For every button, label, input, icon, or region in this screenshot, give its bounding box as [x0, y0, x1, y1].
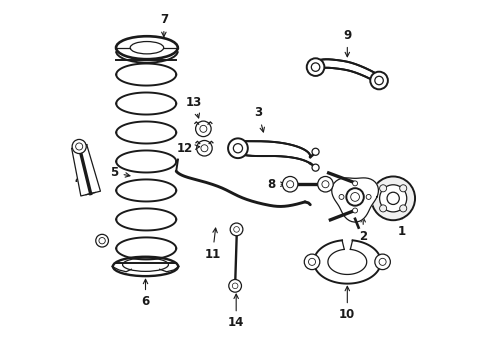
Circle shape [196, 140, 212, 156]
Circle shape [371, 176, 415, 220]
Circle shape [307, 58, 324, 76]
Circle shape [400, 185, 407, 192]
Circle shape [353, 181, 358, 186]
Circle shape [370, 72, 388, 89]
Circle shape [196, 121, 211, 136]
Circle shape [282, 176, 298, 192]
Circle shape [228, 138, 248, 158]
Circle shape [387, 192, 399, 204]
Circle shape [230, 223, 243, 236]
Circle shape [346, 188, 364, 206]
Circle shape [96, 234, 108, 247]
Circle shape [380, 185, 407, 212]
Circle shape [312, 148, 319, 155]
Text: 7: 7 [160, 13, 168, 37]
Text: 14: 14 [228, 294, 245, 329]
Circle shape [229, 279, 242, 292]
Text: 13: 13 [186, 96, 202, 118]
Text: 3: 3 [254, 107, 265, 132]
Polygon shape [314, 240, 381, 284]
Circle shape [380, 185, 387, 192]
Text: 8: 8 [268, 178, 285, 191]
Text: 9: 9 [343, 29, 351, 57]
Circle shape [339, 194, 344, 199]
Text: 11: 11 [204, 228, 220, 261]
Circle shape [353, 208, 358, 213]
Circle shape [400, 205, 407, 212]
Circle shape [318, 176, 333, 192]
Circle shape [312, 164, 319, 171]
Polygon shape [72, 145, 100, 196]
Text: 4: 4 [74, 174, 91, 186]
Circle shape [72, 139, 86, 154]
Circle shape [304, 254, 320, 270]
Polygon shape [332, 178, 378, 222]
Text: 10: 10 [339, 286, 355, 321]
Text: 6: 6 [142, 279, 149, 308]
Text: 12: 12 [177, 142, 200, 155]
Circle shape [375, 254, 391, 270]
Circle shape [380, 205, 387, 212]
Text: 2: 2 [359, 217, 367, 243]
Text: 1: 1 [398, 211, 406, 238]
Circle shape [366, 194, 371, 199]
Text: 5: 5 [110, 166, 130, 179]
